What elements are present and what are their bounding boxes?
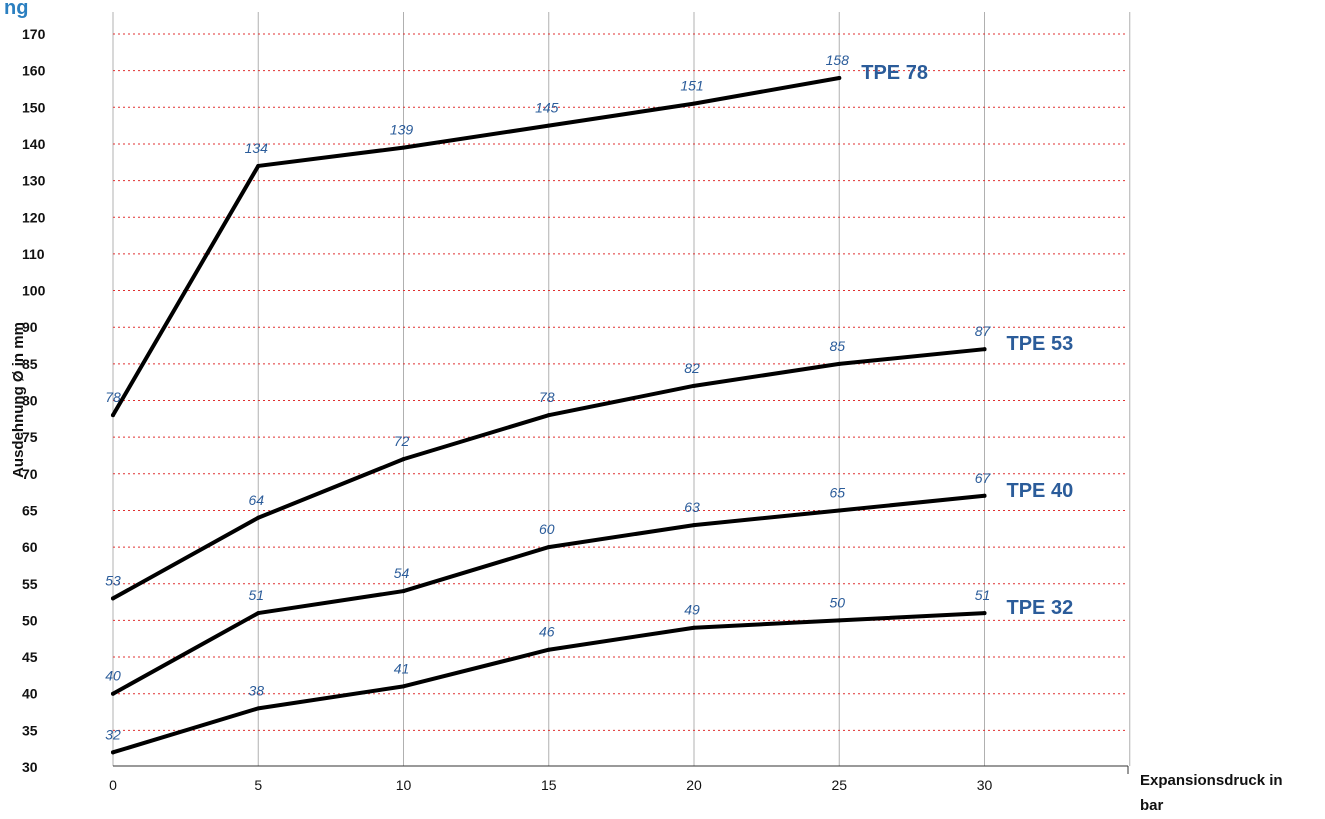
data-point: [111, 750, 115, 755]
data-label: 145: [535, 100, 559, 116]
page-title: ng: [4, 0, 28, 19]
x-axis-title-line2: bar: [1140, 797, 1164, 814]
data-label: 72: [394, 433, 410, 449]
x-tick-label: 10: [396, 777, 412, 793]
data-label: 63: [684, 499, 700, 515]
data-label: 32: [105, 726, 121, 742]
x-tick-label: 0: [109, 777, 117, 793]
data-point: [256, 706, 261, 711]
y-tick-label: 30: [22, 759, 38, 775]
data-point: [256, 611, 261, 616]
data-point: [692, 625, 696, 630]
data-point: [982, 347, 987, 352]
y-axis: 30 35 40 45 50 55 60 65 70 75 80 85 90 100 110 120 130 14…: [22, 26, 46, 775]
series-name-label: TPE 32: [1007, 597, 1074, 619]
data-label: 40: [105, 668, 121, 684]
y-tick-label: 100: [22, 283, 46, 299]
series-name-label: TPE 40: [1007, 480, 1074, 502]
y-tick-label: 80: [22, 393, 38, 409]
y-tick-label: 65: [22, 502, 38, 518]
data-point: [111, 691, 115, 696]
y-tick-label: 70: [22, 466, 38, 482]
data-label: 53: [105, 572, 121, 588]
data-point: [837, 361, 842, 366]
y-tick-label: 40: [22, 686, 38, 702]
y-axis-title: Ausdehnung Ø in mm: [10, 322, 27, 478]
y-tick-label: 130: [22, 173, 46, 189]
data-point: [111, 413, 115, 418]
series-line: [111, 75, 842, 418]
y-tick-label: 140: [22, 136, 46, 152]
x-tick-label: 25: [831, 777, 847, 793]
data-label: 82: [684, 360, 700, 376]
x-axis-title-line1: Expansionsdruck in: [1140, 772, 1283, 789]
y-tick-label: 170: [22, 26, 46, 42]
data-label: 67: [975, 470, 992, 486]
data-label: 41: [394, 660, 410, 676]
data-point: [837, 618, 842, 623]
data-label: 87: [975, 323, 992, 339]
grid: [112, 12, 1131, 774]
data-label: 54: [394, 565, 410, 581]
y-tick-label: 55: [22, 576, 38, 592]
data-point: [401, 457, 406, 462]
data-label: 51: [248, 587, 264, 603]
data-label: 46: [539, 624, 555, 640]
data-point: [546, 545, 551, 550]
data-point: [401, 589, 406, 594]
data-label: 78: [105, 389, 121, 405]
x-tick-label: 30: [977, 777, 993, 793]
y-tick-label: 60: [22, 539, 38, 555]
data-point: [837, 508, 842, 513]
data-point: [982, 611, 987, 616]
data-label: 151: [680, 78, 703, 94]
data-label: 65: [829, 484, 845, 500]
y-tick-label: 75: [22, 429, 38, 445]
data-point: [111, 596, 115, 601]
data-labels: 78 134 139 145 151 158 53 64 72 78 82 85 87 40 51 54 60 6…: [105, 52, 991, 742]
y-tick-label: 50: [22, 612, 38, 628]
x-tick-label: 20: [686, 777, 702, 793]
data-label: 134: [245, 140, 269, 156]
data-point: [401, 145, 406, 150]
series-name-label: TPE 78: [861, 62, 928, 84]
data-point: [837, 75, 842, 80]
y-tick-label: 35: [22, 722, 38, 738]
y-tick-label: 150: [22, 99, 46, 115]
data-point: [401, 684, 406, 689]
data-label: 85: [829, 338, 845, 354]
data-label: 64: [248, 492, 264, 508]
data-label: 158: [826, 52, 850, 68]
series-name-label: TPE 53: [1007, 333, 1074, 355]
y-tick-label: 90: [22, 319, 38, 335]
data-label: 78: [539, 389, 555, 405]
x-tick-label: 5: [254, 777, 262, 793]
data-label: 51: [975, 587, 991, 603]
data-point: [546, 123, 551, 128]
y-tick-label: 160: [22, 63, 46, 79]
y-tick-label: 120: [22, 209, 46, 225]
data-point: [692, 101, 696, 106]
data-point: [546, 647, 551, 652]
data-point: [692, 383, 696, 388]
x-axis: 0 5 10 15 20 25 30: [109, 777, 992, 793]
data-label: 50: [829, 594, 845, 610]
x-tick-label: 15: [541, 777, 557, 793]
series-labels: TPE 78 TPE 53 TPE 40 TPE 32: [861, 62, 1073, 619]
data-point: [256, 163, 261, 168]
data-point: [692, 523, 696, 528]
data-label: 49: [684, 602, 700, 618]
series-lines: [111, 75, 987, 755]
data-point: [256, 515, 261, 520]
data-point: [546, 413, 551, 418]
data-label: 139: [390, 122, 414, 138]
y-tick-label: 110: [22, 246, 45, 262]
data-label: 38: [248, 682, 264, 698]
y-tick-label: 45: [22, 649, 38, 665]
data-label: 60: [539, 521, 555, 537]
y-tick-label: 85: [22, 356, 38, 372]
data-point: [982, 493, 987, 498]
